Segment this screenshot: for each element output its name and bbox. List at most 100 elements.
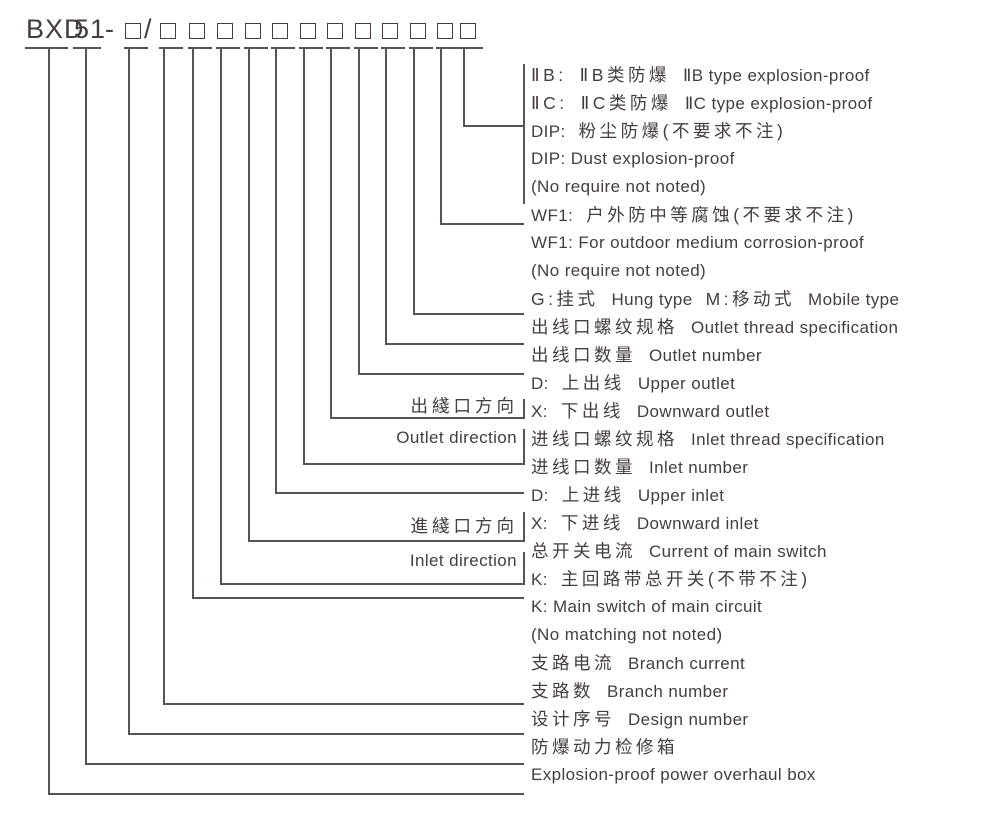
- row-text: 支路数: [531, 681, 594, 701]
- designation-row: WF1: 户外防中等腐蚀(不要求不注): [531, 204, 857, 227]
- designation-row: K: Main switch of main circuit: [531, 596, 762, 618]
- row-text: Upper inlet: [637, 486, 725, 505]
- model-separator-text: -: [105, 14, 115, 44]
- row-text: DIP: Dust explosion-proof: [531, 149, 735, 168]
- row-text: Upper outlet: [637, 374, 736, 393]
- connector-vertical-line: [413, 49, 415, 315]
- code-underline: [381, 47, 405, 49]
- connector-elbow-line: [248, 540, 524, 542]
- row-text: M:移动式: [705, 289, 796, 309]
- connector-vertical-line: [85, 49, 87, 765]
- code-placeholder-box: [160, 23, 176, 39]
- connector-vertical-line: [303, 49, 305, 465]
- code-placeholder-box: [125, 23, 141, 39]
- row-text: Inlet number: [649, 458, 749, 477]
- connector-elbow-line: [220, 583, 524, 585]
- row-text: 支路电流: [531, 653, 615, 673]
- side-label-inlet-en: Inlet direction: [409, 551, 517, 570]
- designation-row: DIP: Dust explosion-proof: [531, 148, 735, 170]
- inlet-direction-label-bar-bottom: [523, 552, 525, 585]
- row-text: 总开关电流: [531, 541, 636, 561]
- row-text: K:: [531, 570, 548, 589]
- connector-vertical-line: [358, 49, 360, 375]
- code-underline: [409, 47, 433, 49]
- row-text: 设计序号: [531, 709, 615, 729]
- row-text: ⅡB:: [531, 65, 567, 85]
- code-underline: [459, 47, 483, 49]
- code-placeholder-box: [272, 23, 288, 39]
- designation-row: Explosion-proof power overhaul box: [531, 764, 816, 786]
- designation-row: D: 上进线 Upper inlet: [531, 484, 724, 507]
- connector-elbow-line: [385, 343, 524, 345]
- designation-row: WF1: For outdoor medium corrosion-proof: [531, 232, 864, 254]
- side-label-inlet-zh: 進綫口方向: [410, 516, 518, 536]
- designation-row: DIP: 粉尘防爆(不要求不注): [531, 120, 786, 143]
- connector-vertical-line: [220, 49, 222, 585]
- code-placeholder-box: [437, 23, 453, 39]
- code-underline: [436, 47, 460, 49]
- row-text: ⅡC类防爆: [580, 93, 672, 113]
- row-text: Current of main switch: [649, 542, 827, 561]
- connector-elbow-line: [128, 733, 524, 735]
- designation-row: ⅡC: ⅡC类防爆 ⅡC type explosion-proof: [531, 92, 873, 115]
- row-text: 粉尘防爆(不要求不注): [578, 121, 787, 141]
- code-placeholder-box: [410, 23, 426, 39]
- designation-row: (No require not noted): [531, 260, 706, 282]
- row-text: Outlet thread specification: [691, 318, 899, 337]
- designation-row: X: 下出线 Downward outlet: [531, 400, 770, 423]
- model-design-no-text: 51: [74, 14, 107, 44]
- row-text: X:: [531, 514, 548, 533]
- row-text: Downward inlet: [636, 514, 759, 533]
- row-text: Explosion-proof power overhaul box: [531, 765, 816, 784]
- row-text: Design number: [628, 710, 749, 729]
- row-text: K: Main switch of main circuit: [531, 597, 763, 616]
- code-placeholder-box: [300, 23, 316, 39]
- explosion-class-bracket-bar: [523, 64, 525, 204]
- row-text: 进线口数量: [531, 457, 636, 477]
- row-text: Branch current: [628, 654, 746, 673]
- row-text: Hung type: [611, 290, 693, 309]
- row-text: Inlet thread specification: [691, 430, 885, 449]
- designation-row: 出线口数量 Outlet number: [531, 344, 762, 367]
- row-text: 户外防中等腐蚀(不要求不注): [586, 205, 857, 225]
- code-underline: [354, 47, 378, 49]
- row-text: 上出线: [561, 373, 625, 393]
- designation-row: K: 主回路带总开关(不带不注): [531, 568, 811, 591]
- code-underline: [73, 47, 101, 49]
- designation-row: 进线口数量 Inlet number: [531, 456, 748, 479]
- designation-row: 支路电流 Branch current: [531, 652, 745, 675]
- row-text: (No require not noted): [531, 177, 707, 196]
- connector-elbow-line: [163, 703, 524, 705]
- code-underline: [244, 47, 268, 49]
- row-text: 防爆动力检修箱: [531, 737, 678, 757]
- designation-row: 进线口螺纹规格 Inlet thread specification: [531, 428, 885, 451]
- row-text: 下进线: [560, 513, 624, 533]
- connector-vertical-line: [330, 49, 332, 419]
- row-text: ⅡC type explosion-proof: [684, 94, 873, 113]
- row-text: 进线口螺纹规格: [531, 429, 678, 449]
- code-underline: [159, 47, 183, 49]
- connector-vertical-line: [163, 49, 165, 705]
- designation-row: ⅡB: ⅡB类防爆 ⅡB type explosion-proof: [531, 64, 870, 87]
- connector-elbow-line: [358, 373, 524, 375]
- row-text: ⅡC:: [531, 93, 568, 113]
- row-text: Mobile type: [808, 290, 900, 309]
- code-underline: [216, 47, 240, 49]
- row-text: ⅡB类防爆: [579, 65, 670, 85]
- connector-elbow-line: [303, 463, 524, 465]
- code-underline: [299, 47, 323, 49]
- row-text: Outlet number: [649, 346, 762, 365]
- designation-row: 出线口螺纹规格 Outlet thread specification: [531, 316, 898, 339]
- connector-vertical-line: [48, 49, 50, 795]
- code-underline: [124, 47, 148, 49]
- side-label-outlet-zh: 出綫口方向: [410, 396, 518, 416]
- row-text: WF1:: [531, 206, 574, 225]
- row-text: 主回路带总开关(不带不注): [560, 569, 811, 589]
- designation-row: (No matching not noted): [531, 624, 723, 646]
- row-text: X:: [531, 402, 548, 421]
- outlet-direction-label-bar-bottom: [523, 429, 525, 465]
- designation-row: 防爆动力检修箱: [531, 736, 678, 758]
- code-underline: [271, 47, 295, 49]
- connector-elbow-line: [192, 597, 524, 599]
